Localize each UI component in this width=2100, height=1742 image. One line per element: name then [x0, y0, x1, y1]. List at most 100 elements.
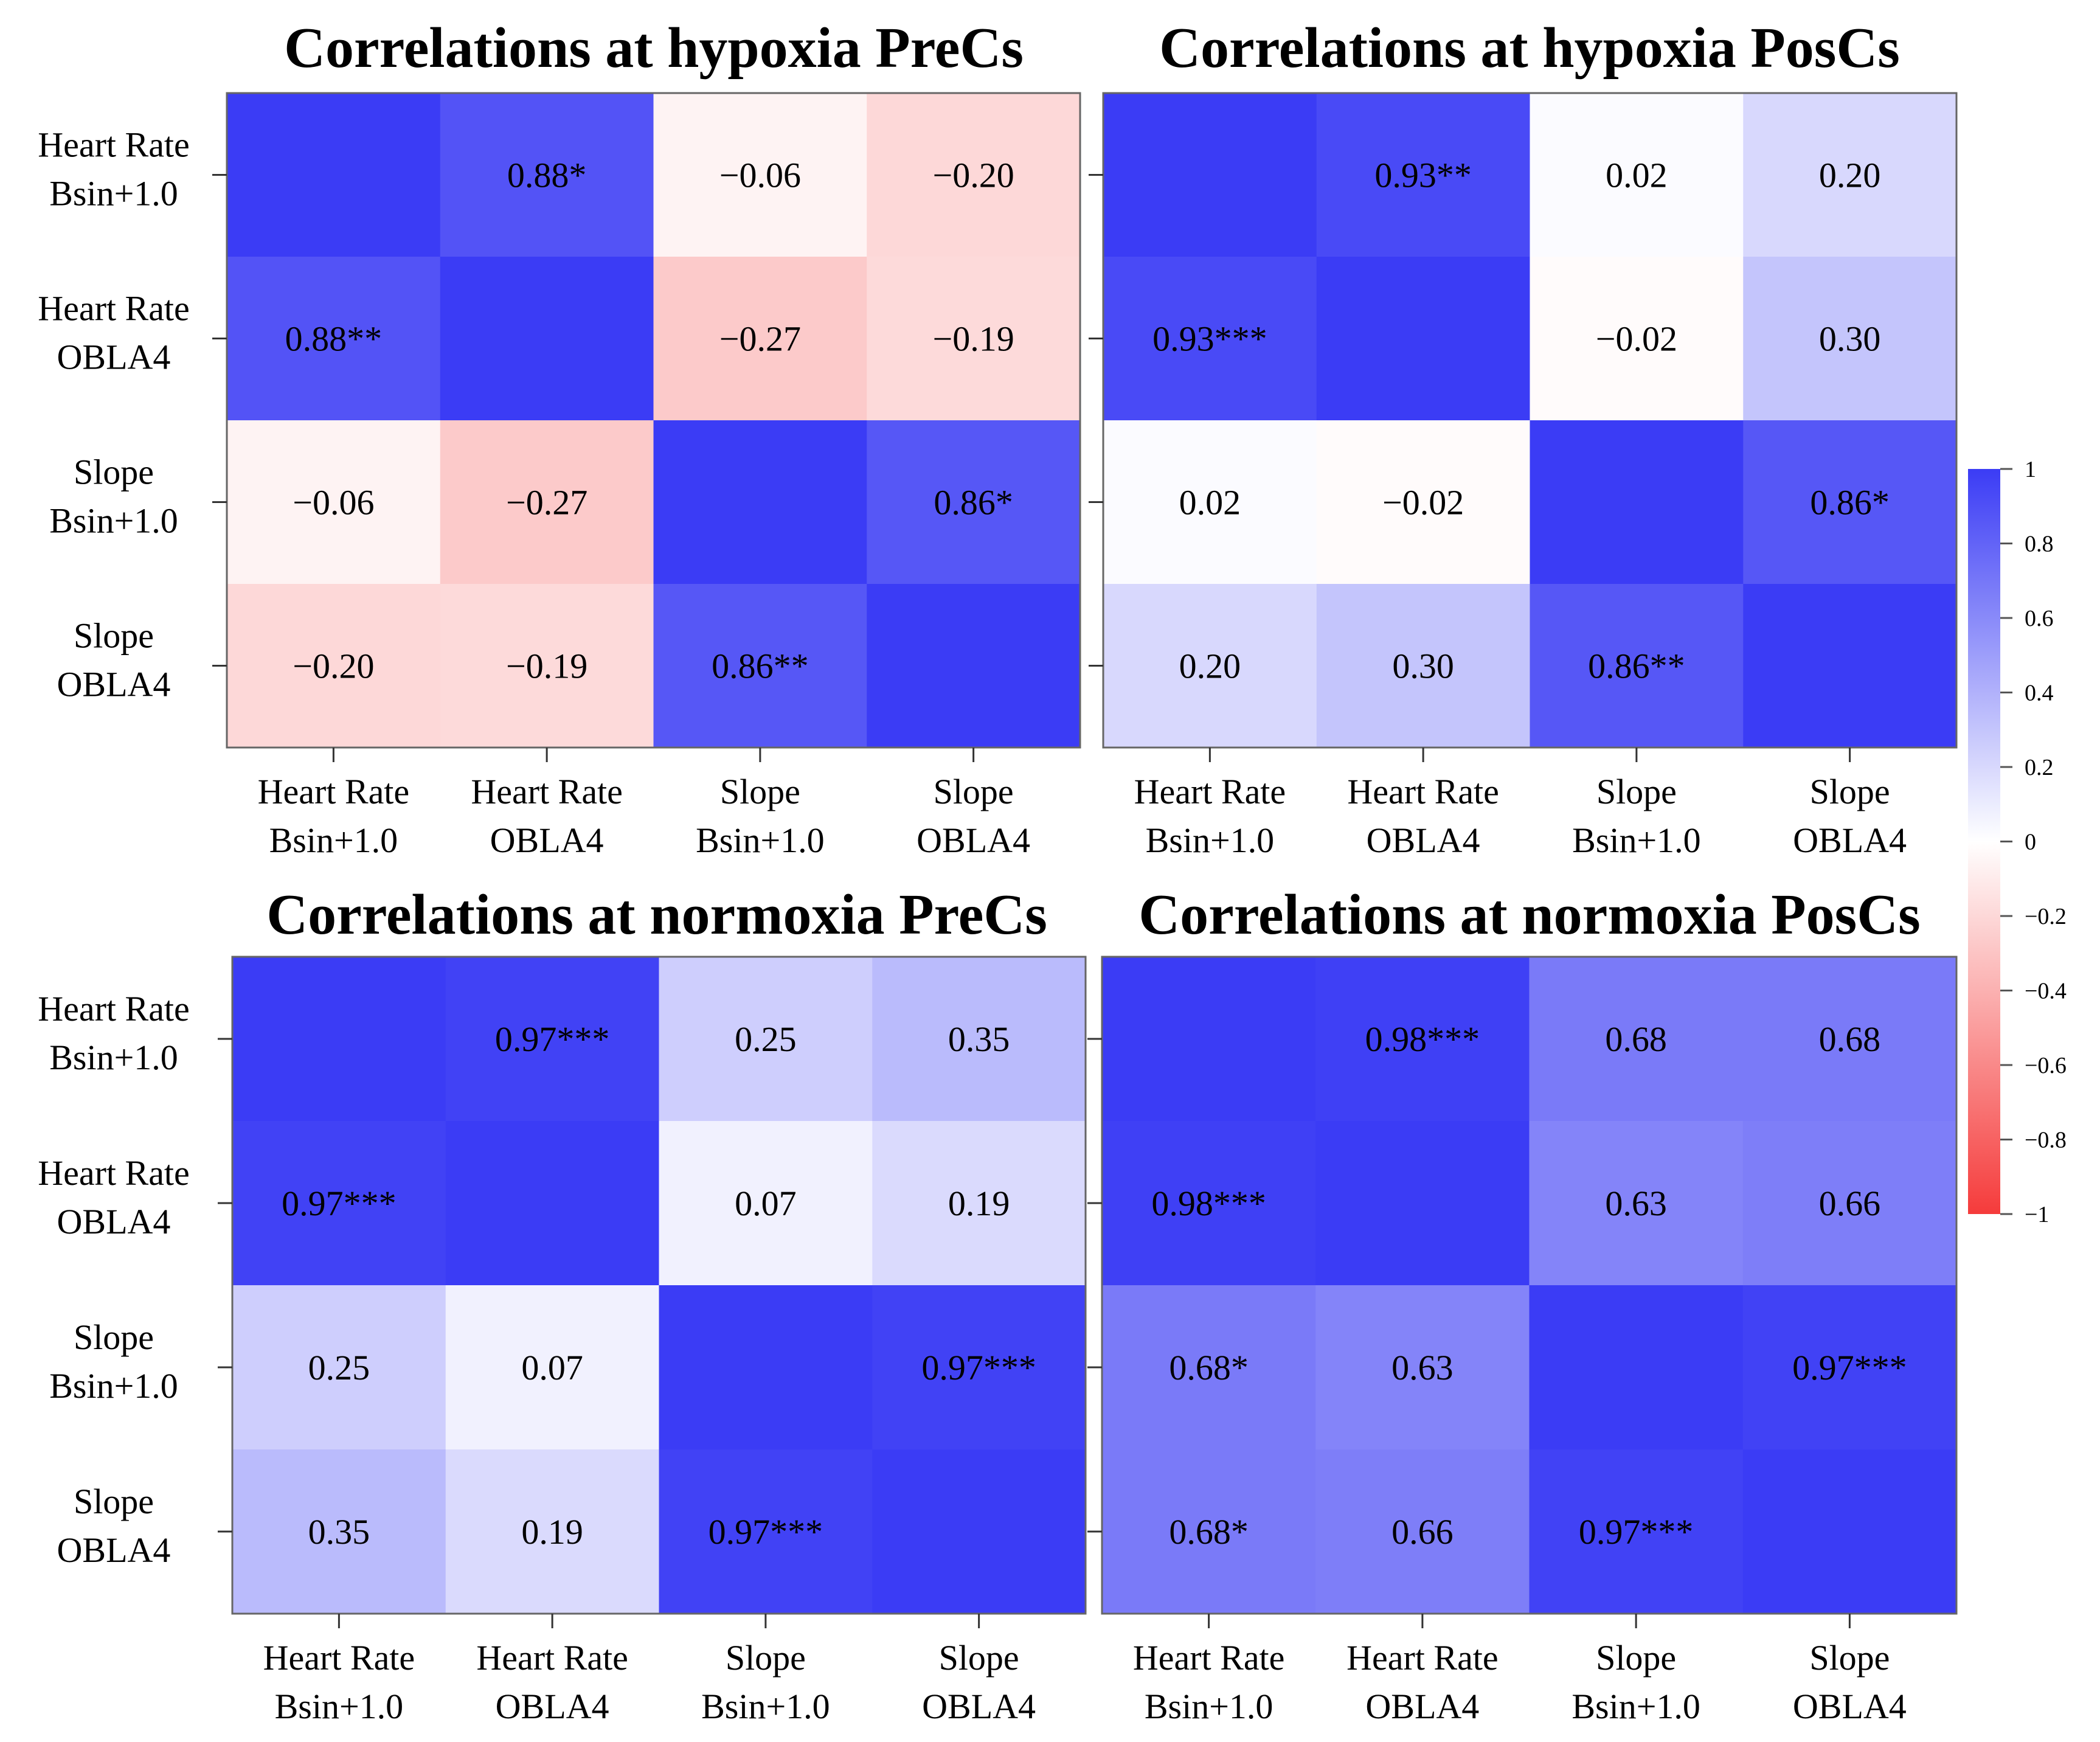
- heatmap-cell: [659, 1285, 873, 1450]
- x-tick-label: Bsin+1.0: [1145, 1687, 1274, 1726]
- heatmap-cell: [227, 93, 441, 257]
- cell-value-label: 0.66: [1391, 1512, 1454, 1552]
- heatmap-cell: [1315, 1449, 1530, 1614]
- heatmap-cell: [867, 93, 1081, 257]
- cell-value-label: 0.19: [948, 1184, 1010, 1223]
- x-tick-label: Slope: [1810, 772, 1890, 811]
- panel-title: Correlations at hypoxia PreCs: [284, 16, 1024, 80]
- heatmap-cell: [872, 1449, 1086, 1614]
- x-tick-label: Slope: [1809, 1638, 1890, 1678]
- y-tick-label: Slope: [74, 1317, 154, 1357]
- colorbar-tick-label: 0.6: [2025, 606, 2054, 631]
- heatmap-cell: [1743, 420, 1957, 585]
- heatmap-cell: [440, 93, 654, 257]
- cell-value-label: 0.63: [1605, 1184, 1667, 1223]
- heatmap-cell: [440, 584, 654, 748]
- x-tick-label: OBLA4: [922, 1687, 1036, 1726]
- x-tick-label: Heart Rate: [1134, 772, 1286, 811]
- x-tick-label: Bsin+1.0: [1146, 821, 1275, 860]
- y-tick-label: Heart Rate: [38, 125, 190, 165]
- heatmap-cell: [1530, 420, 1744, 585]
- heatmap-panel-correlations-at-hypoxia-poscs: Correlations at hypoxia PosCs 0.93** 0.02 0…: [1089, 16, 1958, 860]
- heatmap-cell: [445, 1449, 660, 1614]
- x-tick-label: Heart Rate: [258, 772, 410, 811]
- cell-value-label: 0.97***: [282, 1184, 397, 1223]
- heatmap-cell: [1529, 957, 1744, 1122]
- y-tick-label: Bsin+1.0: [49, 501, 178, 541]
- x-tick-label: Slope: [1596, 1638, 1676, 1678]
- cell-value-label: 0.20: [1819, 156, 1881, 195]
- y-tick-label: Slope: [74, 453, 154, 492]
- heatmap-cell: [1743, 257, 1957, 421]
- heatmap-cell: [867, 584, 1081, 748]
- heatmap-cell: [1103, 93, 1317, 257]
- cell-value-label: −0.02: [1596, 319, 1677, 359]
- x-tick-label: OBLA4: [1793, 1687, 1907, 1726]
- x-tick-label: OBLA4: [1793, 821, 1907, 860]
- cell-value-label: −0.19: [933, 319, 1014, 359]
- heatmap-cell: [445, 1121, 660, 1286]
- heatmap-cell: [232, 957, 446, 1122]
- cell-value-label: 0.97***: [1792, 1348, 1907, 1387]
- y-tick-label: OBLA4: [57, 1202, 171, 1241]
- heatmap-cell: [872, 1285, 1086, 1450]
- panel-frame: [1101, 956, 1958, 1615]
- colorbar-tick-label: −0.6: [2025, 1053, 2067, 1078]
- cell-value-label: 0.88*: [507, 156, 587, 195]
- heatmap-cell: [440, 257, 654, 421]
- cell-value-label: 0.02: [1606, 156, 1668, 195]
- cell-value-label: −0.06: [293, 483, 374, 522]
- cell-value-label: 0.20: [1179, 647, 1241, 686]
- heatmap-cell: [1529, 1121, 1744, 1286]
- heatmap-cell: [1529, 1449, 1744, 1614]
- cell-value-label: −0.02: [1382, 483, 1464, 522]
- x-tick-label: Heart Rate: [471, 772, 623, 811]
- x-tick-label: Slope: [939, 1638, 1019, 1678]
- heatmap-cell: [1742, 1285, 1957, 1450]
- x-tick-label: Bsin+1.0: [269, 821, 398, 860]
- heatmap-cell: [659, 957, 873, 1122]
- heatmap-cell: [659, 1121, 873, 1286]
- cell-value-label: 0.97***: [495, 1019, 610, 1059]
- cell-value-label: 0.30: [1392, 647, 1454, 686]
- cell-value-label: 0.66: [1819, 1184, 1881, 1223]
- cell-value-label: 0.30: [1819, 319, 1881, 359]
- cell-value-label: 0.97***: [921, 1348, 1036, 1387]
- cell-value-label: 0.98***: [1151, 1184, 1266, 1223]
- colorbar: 1 0.8 0.6 0.4 0.2 0 −0.2 −0.4 −0.6 −0.8 −1: [1968, 457, 2067, 1227]
- y-tick-label: Bsin+1.0: [49, 174, 178, 213]
- heatmap-cell: [445, 957, 660, 1122]
- heatmap-cell: [653, 93, 867, 257]
- cell-value-label: 0.93**: [1374, 156, 1472, 195]
- cell-value-label: 0.68*: [1169, 1348, 1249, 1387]
- cell-value-label: 0.98***: [1365, 1019, 1480, 1059]
- panel-title: Correlations at normoxia PosCs: [1138, 883, 1920, 946]
- x-tick-label: Bsin+1.0: [1572, 821, 1701, 860]
- heatmap-cell: [1316, 257, 1531, 421]
- y-tick-label: OBLA4: [57, 665, 171, 704]
- y-tick-label: Bsin+1.0: [49, 1366, 178, 1406]
- cell-value-label: 0.68: [1605, 1019, 1667, 1059]
- heatmap-cell: [1103, 584, 1317, 748]
- colorbar-tick-label: 0.8: [2025, 532, 2054, 557]
- y-tick-label: OBLA4: [57, 1530, 171, 1570]
- heatmap-cell: [1102, 1449, 1316, 1614]
- x-tick-label: Slope: [726, 1638, 806, 1678]
- heatmap-cell: [1530, 93, 1744, 257]
- cell-value-label: −0.27: [719, 319, 801, 359]
- x-tick-label: Bsin+1.0: [1572, 1687, 1700, 1726]
- cell-value-label: −0.19: [506, 647, 587, 686]
- x-tick-label: OBLA4: [1365, 1687, 1479, 1726]
- colorbar-tick-label: −0.2: [2025, 904, 2067, 929]
- panel-frame: [1102, 92, 1958, 749]
- heatmap-cell: [1316, 420, 1531, 585]
- x-tick-label: Heart Rate: [476, 1638, 628, 1678]
- heatmap-cell: [1316, 93, 1531, 257]
- colorbar-tick-label: −1: [2025, 1202, 2049, 1227]
- cell-value-label: 0.07: [735, 1184, 797, 1223]
- cell-value-label: 0.93***: [1152, 319, 1267, 359]
- heatmap-cell: [227, 420, 441, 585]
- x-tick-label: Heart Rate: [1346, 1638, 1499, 1678]
- cell-value-label: 0.35: [308, 1512, 370, 1552]
